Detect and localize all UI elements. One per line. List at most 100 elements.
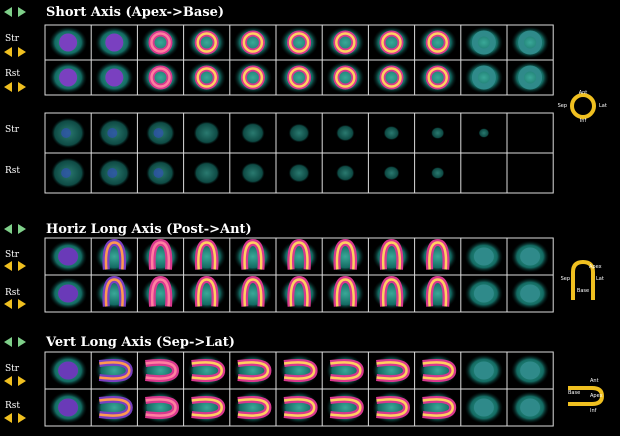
myocardium-hot <box>381 241 402 270</box>
scan-image <box>49 354 88 387</box>
myocardium-hot <box>422 361 454 380</box>
scan-image <box>511 240 550 273</box>
orientation-hla: Apex Sep Lat Base <box>561 259 604 300</box>
vla-arch <box>568 386 605 406</box>
scan-image <box>372 61 411 94</box>
row-label: Str <box>5 34 20 44</box>
myocardium <box>471 65 496 90</box>
myocardium-hot <box>150 241 171 270</box>
myocardium-hot <box>283 398 316 417</box>
tracer-blob <box>372 61 411 94</box>
myocardium-hot <box>376 361 408 380</box>
scan-image <box>372 391 411 424</box>
frame-arrow <box>18 376 26 386</box>
nav-arrow <box>18 337 26 347</box>
tracer-blob <box>383 125 400 141</box>
scan-image <box>280 61 319 94</box>
tracer-core <box>473 361 494 380</box>
tracer-blob <box>383 165 400 181</box>
myocardium-hot <box>191 361 223 380</box>
scan-image <box>383 125 400 141</box>
scan-image <box>233 238 272 273</box>
tracer-blob <box>288 163 310 183</box>
scan-image <box>280 275 319 310</box>
tracer-core <box>61 128 72 138</box>
myocardium-hot <box>145 398 177 417</box>
tracer-core <box>61 168 72 178</box>
row-label: Rst <box>5 288 20 298</box>
tracer-blob <box>141 61 180 94</box>
tracer-core <box>520 284 541 303</box>
tracer-blob <box>511 61 550 94</box>
scan-image <box>193 121 220 145</box>
tracer-core <box>473 398 494 417</box>
row-label: Str <box>5 125 20 135</box>
orient-label: Lat <box>599 103 607 109</box>
myocardium-hot <box>150 278 171 307</box>
orient-label: Inf <box>580 118 587 124</box>
scan-image <box>511 391 550 424</box>
scan-image <box>233 61 272 94</box>
scan-image <box>141 26 180 59</box>
tracer-blob <box>418 61 457 94</box>
scan-image <box>95 238 134 273</box>
orient-label: Apex <box>589 264 602 270</box>
orient-label: Inf <box>590 408 597 414</box>
myocardium <box>518 65 543 90</box>
scan-image <box>464 391 503 424</box>
tracer-blob <box>478 128 490 138</box>
myocardium-hot <box>237 361 270 380</box>
scan-image <box>372 26 411 59</box>
section-title: Short Axis (Apex->Base) <box>46 5 224 20</box>
section-title: Vert Long Axis (Sep->Lat) <box>45 335 235 350</box>
frame-arrow <box>4 413 12 423</box>
tracer-blob <box>241 122 265 144</box>
myocardium-hot <box>288 67 310 88</box>
myocardium-hot <box>242 32 264 53</box>
myocardium-hot <box>289 278 309 307</box>
scan-image <box>511 61 550 94</box>
tracer-blob <box>233 26 272 59</box>
tracer-blob <box>372 26 411 59</box>
tracer-blob <box>233 61 272 94</box>
scan-image <box>141 238 180 273</box>
scan-image <box>95 354 134 387</box>
myocardium <box>518 30 543 55</box>
myocardium-hot <box>196 67 217 88</box>
myocardium-hot <box>381 32 402 53</box>
tracer-core <box>473 284 494 303</box>
scan-image <box>418 61 457 94</box>
nav-arrow <box>4 7 12 17</box>
nav-arrow <box>18 224 26 234</box>
scan-image <box>95 275 134 310</box>
myocardium-hot <box>427 67 448 88</box>
scan-image <box>418 354 457 387</box>
myocardium-hot <box>428 241 448 270</box>
myocardium-hot <box>289 241 309 270</box>
orient-label: Base <box>568 390 580 396</box>
section-title: Horiz Long Axis (Post->Ant) <box>46 222 252 237</box>
myocardium-hot <box>428 278 448 307</box>
tracer-core <box>153 128 164 138</box>
scan-image <box>280 391 319 424</box>
myocardium-hot <box>427 32 448 53</box>
tracer-blob <box>464 26 503 59</box>
scan-image <box>193 161 220 185</box>
tracer-blob <box>141 26 180 59</box>
scan-image <box>233 26 272 59</box>
row-label: Str <box>5 250 20 260</box>
tracer-blob <box>280 26 319 59</box>
scan-image <box>511 354 550 387</box>
scan-image <box>511 277 550 310</box>
tracer-core <box>58 361 79 380</box>
scan-image <box>95 391 134 424</box>
tracer-blob <box>431 167 445 179</box>
myocardium-hot <box>145 361 177 380</box>
myocardium-hot <box>150 67 171 88</box>
tracer-blob <box>511 26 550 59</box>
row-label: Rst <box>5 401 20 411</box>
myocardium-hot <box>196 32 217 53</box>
row-label: Str <box>5 364 20 374</box>
scan-image <box>326 354 365 387</box>
